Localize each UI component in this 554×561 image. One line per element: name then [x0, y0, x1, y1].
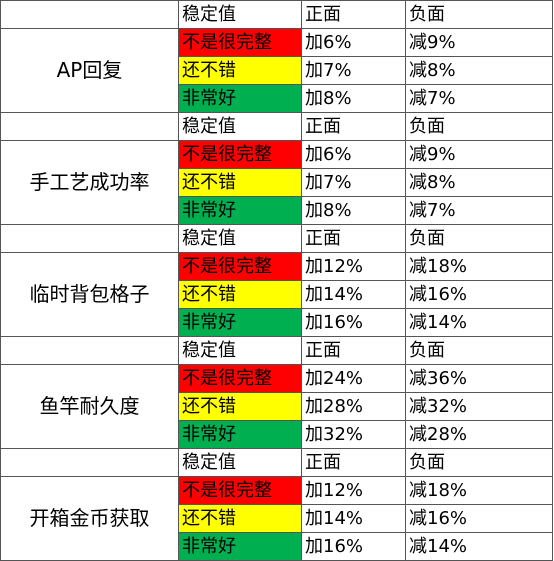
level-cell: 不是很完整: [178, 28, 302, 57]
empty-cell: [0, 112, 179, 141]
header-cell: 正面: [301, 224, 406, 253]
effect-cell: 减7%: [405, 196, 553, 225]
header-cell: 负面: [405, 0, 553, 29]
effect-cell: 减14%: [405, 308, 553, 337]
header-cell: 正面: [301, 448, 406, 477]
effect-cell: 加28%: [301, 392, 406, 421]
header-cell: 稳定值: [178, 448, 302, 477]
table-row: 还不错 加28% 减32%: [1, 392, 553, 421]
effect-cell: 加14%: [301, 504, 406, 533]
empty-cell: [0, 0, 179, 29]
effect-cell: 加14%: [301, 280, 406, 309]
effect-cell: 减9%: [405, 140, 553, 169]
effect-cell: 减18%: [405, 252, 553, 281]
group-label: AP回复: [0, 28, 179, 113]
header-cell: 稳定值: [178, 112, 302, 141]
effect-cell: 加6%: [301, 140, 406, 169]
empty-cell: [0, 336, 179, 365]
header-cell: 正面: [301, 336, 406, 365]
level-cell: 还不错: [178, 280, 302, 309]
group-label: 鱼竿耐久度: [0, 364, 179, 449]
table-row: 还不错 加7% 减8%: [1, 168, 553, 197]
table-row: 开箱金币获取 不是很完整 加12% 减18%: [0, 476, 553, 561]
table-row: 临时背包格子 不是很完整 加12% 减18%: [0, 252, 553, 337]
effect-cell: 加8%: [301, 196, 406, 225]
level-cell: 不是很完整: [178, 252, 302, 281]
table-row: 稳定值 正面 负面: [0, 112, 553, 141]
header-cell: 正面: [301, 112, 406, 141]
level-cell: 非常好: [178, 84, 302, 113]
effect-cell: 减16%: [405, 280, 553, 309]
table-row: 稳定值 正面 负面: [0, 448, 553, 477]
effect-cell: 减8%: [405, 168, 553, 197]
level-cell: 还不错: [178, 56, 302, 85]
table-row: 鱼竿耐久度 不是很完整 加24% 减36%: [0, 364, 553, 449]
effect-cell: 减18%: [405, 476, 553, 505]
group-label: 手工艺成功率: [0, 140, 179, 225]
table-row: 还不错 加7% 减8%: [1, 56, 553, 85]
level-cell: 非常好: [178, 532, 302, 561]
level-cell: 还不错: [178, 504, 302, 533]
effect-cell: 减14%: [405, 532, 553, 561]
table-row: 稳定值 正面 负面: [0, 0, 553, 29]
table-row: 手工艺成功率 不是很完整 加6% 减9%: [0, 140, 553, 225]
level-cell: 不是很完整: [178, 476, 302, 505]
effect-cell: 减8%: [405, 56, 553, 85]
effect-cell: 加6%: [301, 28, 406, 57]
header-cell: 负面: [405, 224, 553, 253]
table-row: 非常好 加8% 减7%: [1, 196, 553, 225]
header-cell: 负面: [405, 112, 553, 141]
header-cell: 负面: [405, 336, 553, 365]
effect-cell: 加24%: [301, 364, 406, 393]
table-row: 稳定值 正面 负面: [0, 224, 553, 253]
table-row: AP回复 不是很完整 加6% 减9%: [0, 28, 553, 113]
effect-cell: 减9%: [405, 28, 553, 57]
table-row: 非常好 加16% 减14%: [1, 308, 553, 337]
group-label: 临时背包格子: [0, 252, 179, 337]
group-label: 开箱金币获取: [0, 476, 179, 561]
table-row: 稳定值 正面 负面: [0, 336, 553, 365]
level-cell: 不是很完整: [178, 140, 302, 169]
empty-cell: [0, 448, 179, 477]
header-cell: 正面: [301, 0, 406, 29]
table-row: 还不错 加14% 减16%: [1, 280, 553, 309]
effect-cell: 减32%: [405, 392, 553, 421]
effect-cell: 加7%: [301, 56, 406, 85]
level-cell: 还不错: [178, 168, 302, 197]
effect-cell: 加8%: [301, 84, 406, 113]
effect-cell: 减7%: [405, 84, 553, 113]
table-row: 非常好 加16% 减14%: [1, 532, 553, 561]
effect-cell: 减36%: [405, 364, 553, 393]
level-cell: 非常好: [178, 308, 302, 337]
table-row: 非常好 加8% 减7%: [1, 84, 553, 113]
table-row: 非常好 加32% 减28%: [1, 420, 553, 449]
header-cell: 负面: [405, 448, 553, 477]
effect-cell: 加16%: [301, 532, 406, 561]
empty-cell: [0, 224, 179, 253]
effect-cell: 减16%: [405, 504, 553, 533]
level-cell: 非常好: [178, 196, 302, 225]
effect-cell: 加7%: [301, 168, 406, 197]
effect-cell: 减28%: [405, 420, 553, 449]
level-cell: 还不错: [178, 392, 302, 421]
effect-cell: 加12%: [301, 476, 406, 505]
effect-cell: 加16%: [301, 308, 406, 337]
header-cell: 稳定值: [178, 0, 302, 29]
header-cell: 稳定值: [178, 336, 302, 365]
level-cell: 不是很完整: [178, 364, 302, 393]
effect-cell: 加32%: [301, 420, 406, 449]
effect-cell: 加12%: [301, 252, 406, 281]
header-cell: 稳定值: [178, 224, 302, 253]
level-cell: 非常好: [178, 420, 302, 449]
